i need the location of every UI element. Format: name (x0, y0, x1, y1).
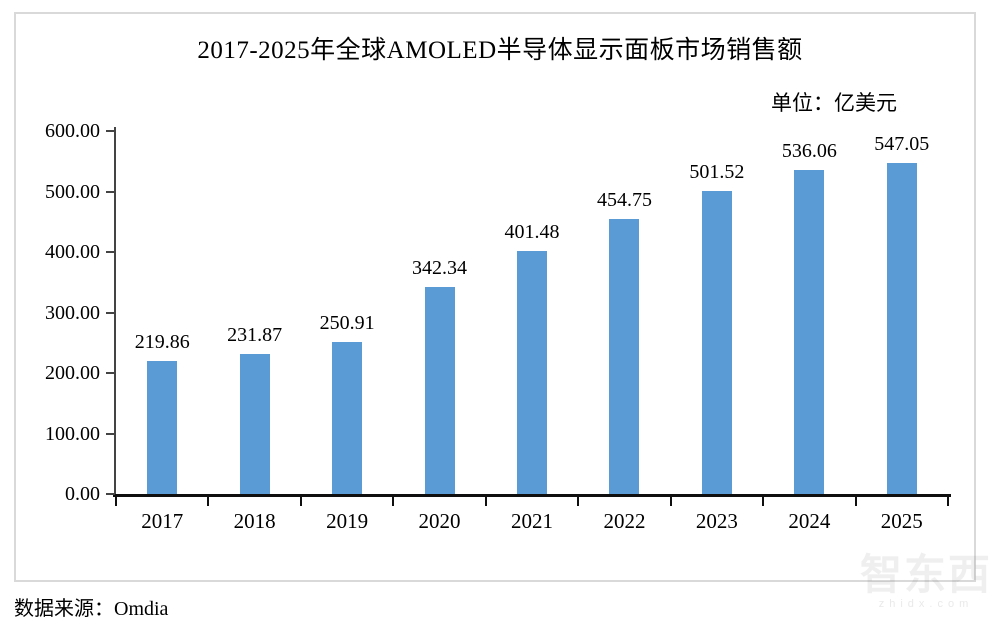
x-axis-tick (854, 497, 857, 506)
x-axis-label-2017: 2017 (141, 509, 184, 533)
bar-2023 (701, 190, 732, 494)
value-label-2020: 342.34 (412, 256, 468, 279)
x-axis-tick (392, 497, 395, 506)
y-axis-tick-label: 500.00 (45, 180, 100, 203)
y-axis-tick (106, 251, 115, 253)
x-axis-label-2025: 2025 (880, 509, 923, 533)
value-label-2018: 231.87 (227, 323, 283, 346)
y-axis-tick-label: 200.00 (45, 362, 100, 384)
value-label-2022: 454.75 (596, 188, 652, 211)
x-axis-tick (207, 497, 210, 506)
unit-label: 单位：亿美元 (771, 91, 897, 115)
bar-2018 (239, 353, 270, 494)
x-axis-tick (484, 497, 487, 506)
y-axis-tick-label: 300.00 (45, 301, 100, 324)
value-label-2019: 250.91 (319, 312, 375, 335)
x-axis-tick (299, 497, 302, 506)
x-axis-label-2018: 2018 (233, 509, 276, 533)
x-axis-label-2020: 2020 (418, 509, 461, 533)
y-axis-tick (106, 190, 115, 193)
y-axis-tick-label: 600.00 (45, 120, 100, 142)
x-axis-label-2023: 2023 (695, 509, 738, 533)
bar-2022 (609, 218, 640, 494)
x-axis-label-2024: 2024 (788, 509, 831, 533)
watermark-url-text: zhidx.com (878, 598, 974, 610)
bar-2019 (332, 342, 363, 494)
bar-2017 (147, 360, 178, 494)
x-axis-label-2022: 2022 (603, 509, 646, 533)
y-axis-tick (106, 432, 115, 435)
x-axis-tick (762, 497, 765, 506)
value-label-2024: 536.06 (781, 139, 837, 162)
x-axis-tick (947, 497, 949, 506)
value-label-2023: 501.52 (689, 160, 745, 183)
value-label-2021: 401.48 (504, 221, 560, 244)
bar-2021 (517, 251, 547, 494)
value-label-2025: 547.05 (874, 133, 930, 156)
y-axis-tick (106, 493, 115, 495)
x-axis-tick (669, 497, 672, 506)
data-source-label: 数据来源：Omdia (14, 598, 169, 620)
x-axis-tick (115, 497, 117, 506)
bar-2024 (794, 169, 825, 494)
y-axis-tick (106, 311, 115, 314)
x-axis-line (113, 494, 951, 497)
y-axis-tick (106, 130, 115, 132)
x-axis-label-2019: 2019 (326, 509, 369, 533)
y-axis-tick-label: 100.00 (45, 422, 100, 445)
value-label-2017: 219.86 (134, 330, 190, 353)
y-axis-line (114, 127, 116, 497)
x-axis-label-2021: 2021 (511, 509, 553, 533)
chart-title: 2017-2025年全球AMOLED半导体显示面板市场销售额 (197, 37, 803, 64)
y-axis-tick-label: 400.00 (45, 241, 100, 263)
y-axis-tick (106, 372, 115, 374)
bar-2020 (424, 286, 455, 494)
bar-2025 (886, 163, 917, 494)
x-axis-tick (577, 497, 580, 506)
y-axis-tick-label: 0.00 (65, 483, 100, 505)
